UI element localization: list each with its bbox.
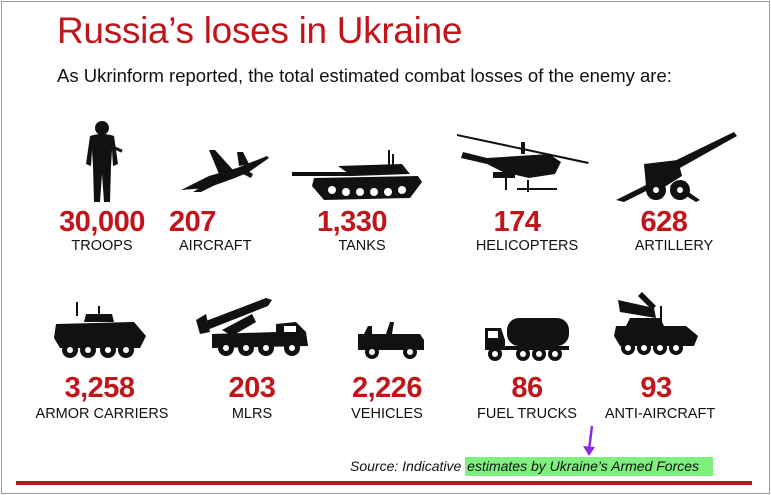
stat-label: HELICOPTERS	[475, 238, 579, 254]
stat-label: AIRCRAFT	[179, 238, 252, 254]
stat-label: ARMOR CARRIERS	[35, 406, 169, 422]
source-highlight: estimates by Ukraine’s Armed Forces	[465, 457, 714, 476]
stat-label: TANKS	[338, 238, 386, 254]
stat-mlrs: 203 MLRS	[192, 292, 312, 427]
stat-vehicles: 2,226 VEHICLES	[332, 302, 442, 427]
stat-value: 30,000	[59, 206, 145, 238]
stat-label: ANTI-AIRCRAFT	[604, 406, 716, 422]
stat-value: 1,330	[316, 206, 388, 238]
source-prefix: Source: Indicative	[350, 458, 466, 474]
stat-value: 2,226	[351, 372, 423, 404]
tank-icon	[292, 150, 422, 200]
infographic-subtitle: As Ukrinform reported, the total estimat…	[57, 65, 672, 86]
infographic-title: Russia’s loses in Ukraine	[57, 10, 463, 51]
stat-label: FUEL TRUCKS	[477, 406, 577, 422]
stat-anti-aircraft: 93 ANTI-AIRCRAFT	[600, 292, 720, 427]
stat-value: 628	[640, 206, 688, 238]
stat-label: ARTILLERY	[634, 238, 714, 254]
stat-value: 93	[640, 372, 672, 404]
stat-value: 86	[511, 372, 543, 404]
stat-value: 3,258	[64, 372, 135, 404]
stat-label: VEHICLES	[351, 406, 423, 422]
stat-label: MLRS	[231, 406, 273, 422]
helicopter-icon	[457, 134, 589, 192]
fuel-truck-icon	[485, 318, 569, 361]
artillery-icon	[616, 132, 737, 202]
arrow-down-icon	[583, 425, 595, 456]
source-note: Source: Indicative estimates by Ukraine’…	[350, 457, 714, 476]
stat-aircraft: 207 AIRCRAFT	[169, 120, 279, 260]
armored-carrier-icon	[54, 302, 146, 358]
anti-aircraft-icon	[614, 292, 698, 355]
stat-value: 207	[169, 206, 216, 238]
footer-divider	[16, 481, 752, 485]
stat-helicopters: 174 HELICOPTERS	[457, 120, 589, 260]
stat-troops: 30,000 TROOPS	[52, 120, 152, 260]
rocket-launcher-icon	[196, 298, 308, 356]
stat-value: 174	[493, 206, 541, 238]
jeep-icon	[358, 322, 424, 359]
stat-artillery: 628 ARTILLERY	[610, 120, 740, 260]
soldier-icon	[86, 121, 123, 202]
stat-tanks: 1,330 TANKS	[292, 120, 422, 260]
stat-label: TROOPS	[71, 238, 133, 254]
stat-value: 203	[228, 372, 276, 404]
stat-fuel-trucks: 86 FUEL TRUCKS	[467, 302, 587, 427]
fighter-jet-icon	[181, 150, 269, 192]
stat-armor-carriers: 3,258 ARMOR CARRIERS	[32, 302, 172, 427]
